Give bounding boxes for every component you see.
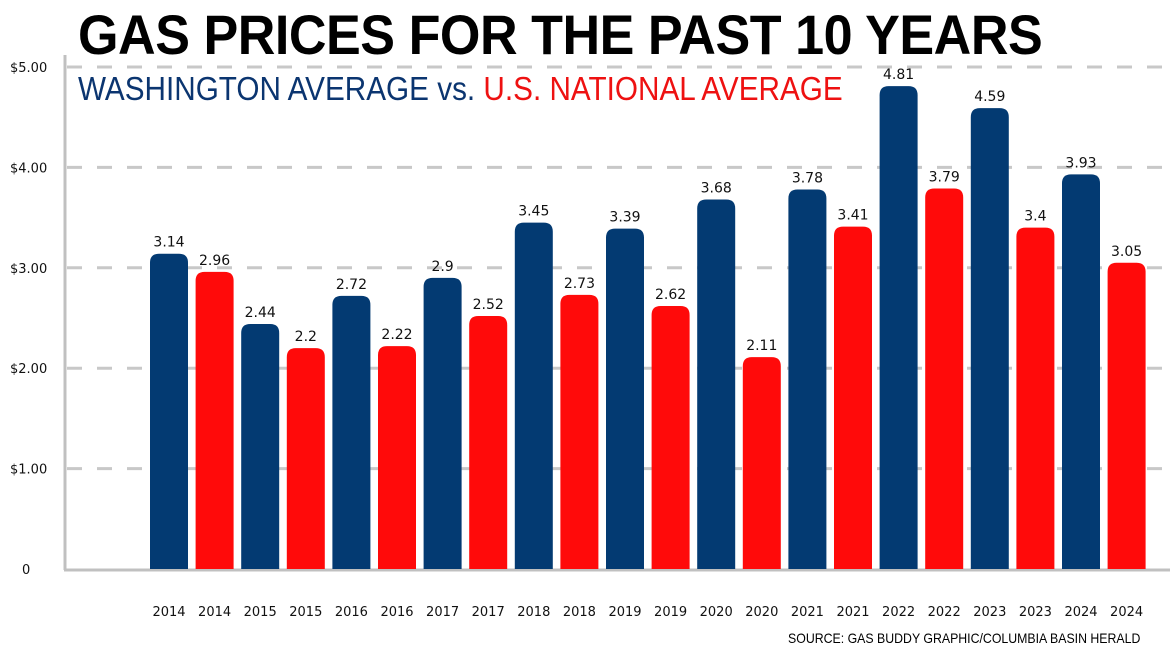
bar-washington-2019 [606, 228, 644, 570]
x-tick-label-washington-2019: 2019 [608, 605, 641, 620]
data-label-washington-2023: 4.59 [974, 89, 1005, 105]
bar-national-2023 [1016, 227, 1055, 569]
bar-national-2024 [1107, 262, 1146, 569]
x-tick-label-national-2021: 2021 [836, 605, 869, 620]
x-tick-label-national-2022: 2022 [928, 605, 961, 620]
x-tick-label-national-2024: 2024 [1110, 605, 1143, 620]
y-tick-label: 0 [22, 563, 30, 578]
x-tick-label-national-2020: 2020 [745, 605, 778, 620]
x-tick-label-national-2019: 2019 [654, 605, 687, 620]
y-tick-label: $4.00 [10, 161, 47, 176]
chart-title: GAS PRICES FOR THE PAST 10 YEARS [78, 3, 1043, 66]
x-tick-label-washington-2021: 2021 [791, 605, 824, 620]
data-labels: 3.14 2.96 2.44 2.2 2.72 2.22 2.9 2.52 3.45 2.73 3.… [153, 67, 1142, 354]
bar-national-2014 [195, 271, 234, 569]
x-tick-label-washington-2015: 2015 [244, 605, 277, 620]
data-label-washington-2016: 2.72 [336, 277, 367, 293]
legend-national: U.S. NATIONAL AVERAGE [483, 70, 843, 107]
x-tick-label-washington-2018: 2018 [517, 605, 550, 620]
data-label-washington-2015: 2.44 [245, 305, 276, 321]
x-tick-label-national-2018: 2018 [563, 605, 596, 620]
data-label-washington-2017: 2.9 [431, 259, 453, 275]
bar-washington-2015 [241, 324, 280, 569]
bar-washington-2018 [514, 222, 553, 569]
x-tick-label-washington-2014: 2014 [152, 605, 185, 620]
bar-national-2022 [925, 188, 964, 569]
bar-washington-2014 [150, 253, 188, 569]
bars [150, 86, 1146, 570]
bar-washington-2020 [697, 199, 736, 569]
y-tick-label: $2.00 [10, 362, 47, 377]
data-label-national-2021: 3.41 [837, 208, 868, 224]
x-tick-label-national-2014: 2014 [198, 605, 231, 620]
bar-washington-2022 [879, 86, 918, 570]
data-label-washington-2014: 3.14 [153, 235, 184, 251]
x-tick-label-washington-2017: 2017 [426, 605, 459, 620]
data-label-national-2014: 2.96 [199, 253, 230, 269]
bar-washington-2024 [1062, 174, 1100, 570]
x-tick-label-national-2017: 2017 [472, 605, 505, 620]
bar-national-2017 [469, 315, 508, 569]
data-label-national-2015: 2.2 [295, 329, 317, 345]
bar-national-2020 [742, 357, 781, 569]
x-tick-labels: 2014 2014 2015 2015 2016 2016 2017 2017 2018 2018… [152, 605, 1143, 620]
bar-national-2018 [560, 294, 599, 569]
x-tick-label-national-2015: 2015 [289, 605, 322, 620]
data-label-national-2024: 3.05 [1111, 244, 1142, 260]
data-label-washington-2021: 3.78 [792, 170, 823, 186]
bar-national-2015 [286, 348, 325, 569]
data-label-washington-2018: 3.45 [518, 204, 549, 220]
legend-separator: vs. [437, 70, 476, 107]
x-tick-label-washington-2023: 2023 [973, 605, 1006, 620]
x-tick-label-washington-2022: 2022 [882, 605, 915, 620]
data-label-national-2018: 2.73 [564, 276, 595, 292]
legend-washington: WASHINGTON AVERAGE [78, 70, 429, 107]
data-label-washington-2019: 3.39 [609, 210, 640, 226]
bar-washington-2023 [970, 108, 1009, 569]
chart-subtitle: WASHINGTON AVERAGE vs. U.S. NATIONAL AVE… [78, 68, 843, 110]
bar-national-2016 [378, 346, 416, 569]
bar-washington-2017 [423, 277, 462, 569]
bar-national-2019 [651, 305, 690, 569]
data-label-national-2017: 2.52 [473, 297, 504, 313]
bar-washington-2021 [788, 189, 827, 569]
x-tick-label-washington-2024: 2024 [1064, 605, 1097, 620]
y-tick-label: $5.00 [10, 61, 47, 76]
data-label-washington-2024: 3.93 [1065, 155, 1096, 171]
y-tick-label: $3.00 [10, 262, 47, 277]
bar-washington-2016 [332, 295, 371, 569]
data-label-national-2019: 2.62 [655, 287, 686, 303]
x-tick-label-washington-2020: 2020 [700, 605, 733, 620]
data-label-national-2020: 2.11 [746, 338, 777, 354]
data-label-washington-2020: 3.68 [701, 181, 732, 197]
x-tick-label-washington-2016: 2016 [335, 605, 368, 620]
y-tick-label: $1.00 [10, 463, 47, 478]
source-credit: SOURCE: GAS BUDDY GRAPHIC/COLUMBIA BASIN… [787, 630, 1140, 646]
data-label-washington-2022: 4.81 [883, 67, 914, 83]
data-label-national-2016: 2.22 [381, 327, 412, 343]
axes: 0 $1.00 $2.00 $3.00 $4.00 $5.00 [10, 55, 1170, 578]
bar-national-2021 [834, 226, 872, 570]
data-label-national-2023: 3.4 [1024, 209, 1046, 225]
x-tick-label-national-2016: 2016 [380, 605, 413, 620]
x-tick-label-national-2023: 2023 [1019, 605, 1052, 620]
data-label-national-2022: 3.79 [929, 169, 960, 185]
